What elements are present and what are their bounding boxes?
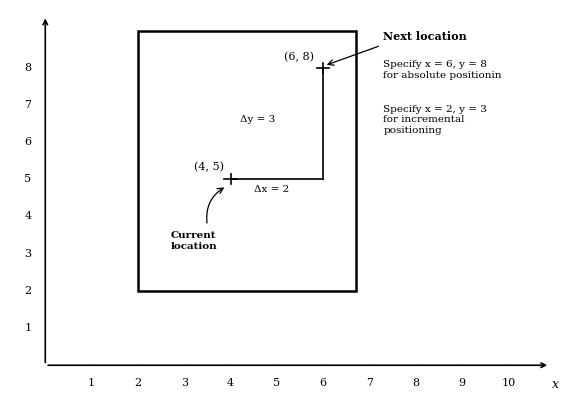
Text: Current
location: Current location	[170, 231, 217, 251]
Text: Δy = 3: Δy = 3	[240, 115, 275, 124]
Text: 7: 7	[24, 100, 31, 110]
Text: 5: 5	[24, 174, 31, 184]
Bar	[138, 31, 355, 291]
Text: 10: 10	[501, 378, 516, 388]
Text: 1: 1	[88, 378, 95, 388]
Text: Next location: Next location	[383, 31, 467, 42]
Text: (4, 5): (4, 5)	[194, 162, 224, 172]
Text: 7: 7	[366, 378, 373, 388]
Text: 6: 6	[320, 378, 327, 388]
Text: 2: 2	[134, 378, 142, 388]
Text: 4: 4	[24, 212, 31, 222]
Text: x: x	[552, 378, 559, 391]
Text: 8: 8	[24, 63, 31, 73]
Text: 1: 1	[24, 323, 31, 333]
Text: 2: 2	[24, 286, 31, 296]
Text: 5: 5	[273, 378, 280, 388]
Text: 6: 6	[24, 137, 31, 147]
Text: (6, 8): (6, 8)	[284, 52, 314, 62]
Text: 3: 3	[24, 249, 31, 259]
Text: 8: 8	[412, 378, 419, 388]
Text: Δx = 2: Δx = 2	[254, 185, 289, 194]
Text: 4: 4	[227, 378, 234, 388]
Text: 9: 9	[458, 378, 466, 388]
Text: 3: 3	[181, 378, 188, 388]
Text: Specify x = 2, y = 3
for incremental
positioning: Specify x = 2, y = 3 for incremental pos…	[383, 105, 487, 135]
Text: Specify x = 6, y = 8
for absolute positionin: Specify x = 6, y = 8 for absolute positi…	[383, 60, 502, 80]
